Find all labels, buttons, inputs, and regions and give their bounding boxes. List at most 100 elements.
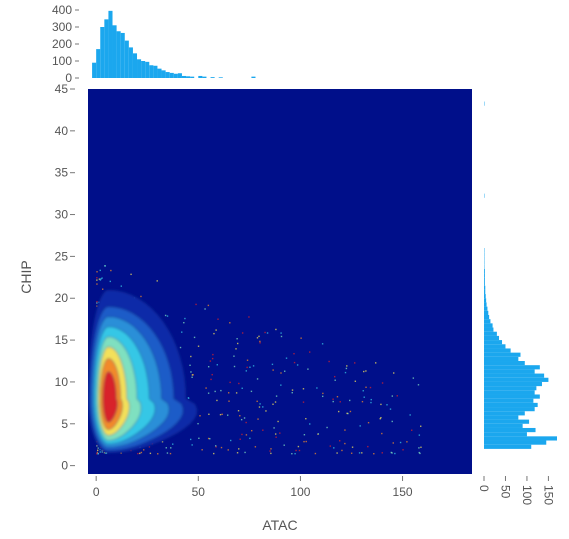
scatter-point (302, 401, 305, 403)
scatter-point (285, 357, 288, 359)
scatter-point (228, 400, 230, 402)
scatter-point (344, 442, 346, 445)
right-hist-bar (484, 365, 540, 370)
scatter-point (399, 441, 402, 444)
scatter-point (273, 427, 275, 429)
scatter-point (220, 446, 223, 449)
scatter-point (220, 389, 222, 392)
scatter-point (396, 395, 398, 397)
scatter-point (236, 338, 238, 340)
scatter-point (272, 369, 274, 371)
top-hist-bar (161, 70, 166, 78)
scatter-point (166, 315, 169, 317)
top-hist-bar (137, 59, 142, 78)
scatter-point (207, 437, 210, 440)
right-hist-bar (484, 340, 503, 345)
x-tick-label: 100 (290, 485, 310, 499)
scatter-point (328, 360, 330, 363)
scatter-point (365, 370, 367, 372)
scatter-point (184, 317, 186, 320)
scatter-point (96, 279, 98, 281)
scatter-point (358, 452, 361, 454)
scatter-point (120, 285, 123, 287)
top-hist-bar (181, 75, 187, 78)
top-hist-tick-label: 100 (52, 54, 72, 68)
right-hist-bar (484, 273, 485, 278)
top-hist-bar (120, 32, 125, 78)
scatter-point (96, 300, 98, 303)
top-hist-bar (108, 10, 113, 79)
top-hist-bar (157, 68, 162, 78)
right-hist-bar (484, 323, 493, 328)
density-contour-level (102, 371, 118, 423)
scatter-point (367, 445, 369, 448)
scatter-point (181, 331, 183, 333)
scatter-point (241, 387, 243, 389)
scatter-point (316, 387, 318, 389)
scatter-point (321, 395, 324, 398)
scatter-point (412, 377, 415, 379)
scatter-point (365, 386, 367, 388)
scatter-point (309, 423, 311, 425)
scatter-point (165, 447, 167, 449)
scatter-point (369, 386, 372, 389)
x-axis: 0 50 100 150 (93, 476, 413, 499)
scatter-point (241, 433, 243, 436)
scatter-point (381, 432, 383, 435)
right-hist-bar (484, 314, 490, 320)
right-hist-tick-label: 150 (541, 485, 555, 505)
scatter-point (280, 335, 283, 338)
scatter-point (193, 336, 196, 339)
scatter-point (233, 355, 235, 357)
top-hist-bar (251, 76, 256, 78)
scatter-point (322, 392, 324, 395)
scatter-point (243, 417, 246, 419)
scatter-point (187, 397, 190, 399)
scatter-point (208, 413, 210, 415)
scatter-point (367, 421, 370, 424)
scatter-point (197, 345, 200, 347)
right-hist-bar (484, 423, 523, 428)
scatter-point (317, 433, 320, 435)
scatter-point (275, 328, 277, 331)
top-hist-bar (92, 62, 97, 78)
scatter-point (96, 271, 98, 273)
scatter-point (291, 453, 293, 455)
scatter-point (254, 446, 257, 448)
scatter-point (307, 368, 309, 370)
scatter-point (191, 376, 193, 378)
scatter-point (274, 401, 277, 403)
scatter-point (211, 357, 214, 360)
scatter-point (101, 451, 103, 453)
scatter-point (341, 449, 343, 452)
scatter-point (259, 342, 261, 344)
scatter-point (142, 449, 145, 451)
scatter-point (270, 452, 272, 455)
scatter-point (99, 451, 101, 453)
top-hist-bar (124, 40, 129, 78)
scatter-point (245, 434, 248, 436)
scatter-point (314, 452, 317, 455)
scatter-point (379, 417, 381, 420)
top-hist-bar (177, 73, 182, 78)
scatter-point (370, 401, 372, 404)
right-hist-bar (484, 398, 534, 403)
scatter-point (386, 404, 388, 406)
scatter-point (375, 362, 377, 364)
scatter-point (216, 399, 218, 402)
scatter-point (219, 413, 222, 416)
scatter-point (280, 384, 282, 386)
right-hist-bar (484, 310, 489, 315)
scatter-point (169, 452, 172, 455)
scatter-point (293, 353, 295, 355)
scatter-point (370, 398, 372, 401)
scatter-point (245, 421, 247, 424)
top-hist-bar (218, 77, 223, 78)
scatter-point (419, 452, 421, 455)
scatter-point (120, 452, 122, 454)
scatter-point (99, 279, 102, 281)
scatter-point (391, 452, 393, 454)
scatter-point (96, 451, 99, 454)
scatter-point (161, 441, 164, 443)
right-hist-bar (484, 386, 537, 391)
